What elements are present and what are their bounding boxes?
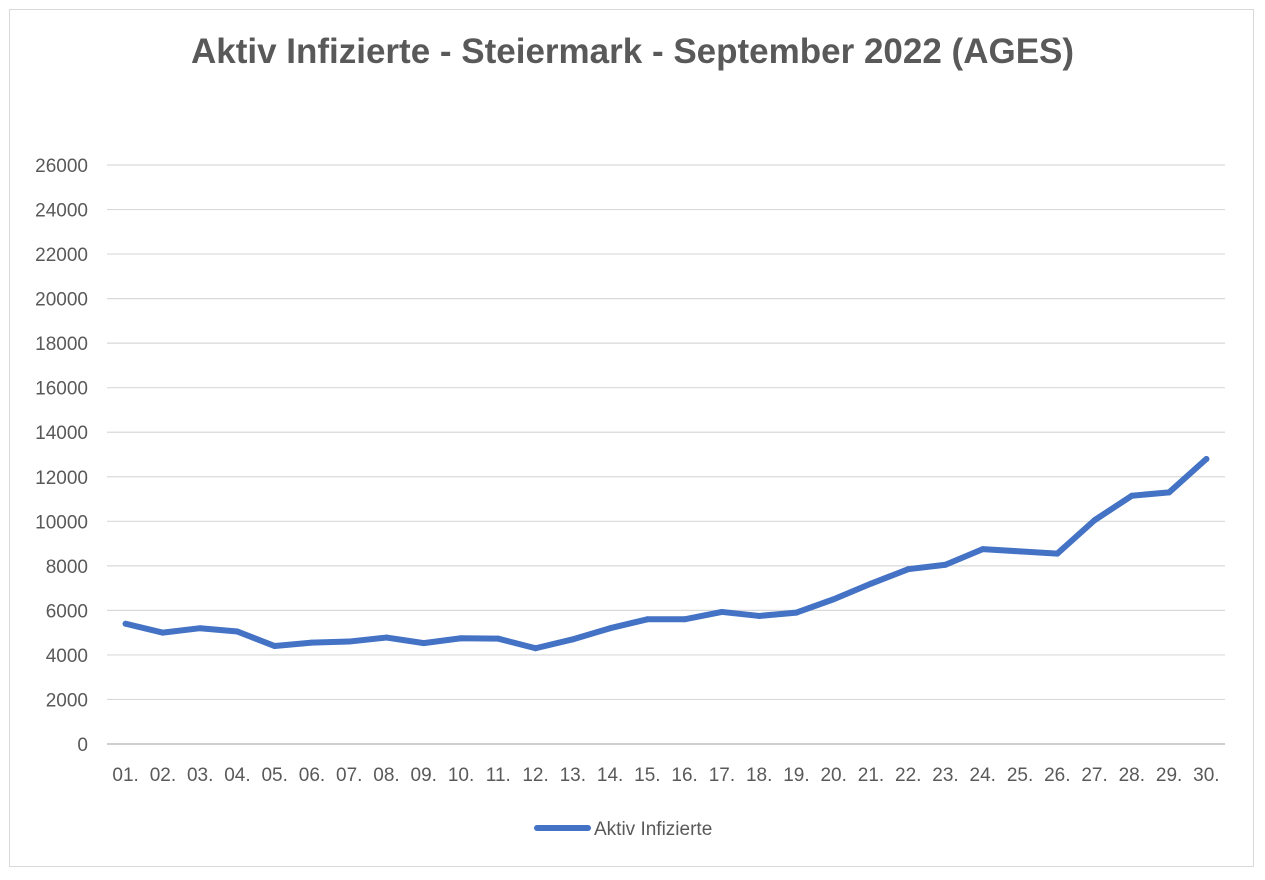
x-tick-label: 16. (671, 765, 697, 786)
data-point (905, 566, 912, 573)
x-tick-label: 10. (448, 765, 474, 786)
y-tick-label: 8000 (46, 557, 88, 578)
y-tick-label: 2000 (46, 690, 88, 711)
y-tick-label: 12000 (35, 468, 88, 489)
data-point (308, 639, 315, 646)
x-tick-label: 22. (895, 765, 921, 786)
x-tick-label: 06. (299, 765, 325, 786)
x-tick-label: 08. (373, 765, 399, 786)
x-tick-label: 18. (746, 765, 772, 786)
data-point (159, 629, 166, 636)
data-point (718, 608, 725, 615)
x-tick-label: 05. (261, 765, 287, 786)
data-point (420, 640, 427, 647)
x-tick-label: 19. (783, 765, 809, 786)
data-point (1017, 548, 1024, 555)
x-tick-label: 03. (187, 765, 213, 786)
x-tick-label: 21. (858, 765, 884, 786)
x-tick-label: 09. (411, 765, 437, 786)
data-point (1203, 455, 1210, 462)
data-point (495, 635, 502, 642)
x-tick-label: 24. (970, 765, 996, 786)
data-point (271, 643, 278, 650)
data-point (234, 628, 241, 635)
series-line (122, 455, 1210, 652)
data-point (979, 546, 986, 553)
data-point (1054, 550, 1061, 557)
x-tick-label: 15. (634, 765, 660, 786)
series-group (122, 455, 1210, 652)
y-tick-label: 6000 (46, 601, 88, 622)
x-tick-label: 29. (1156, 765, 1182, 786)
data-point (644, 616, 651, 623)
y-tick-label: 20000 (35, 290, 88, 311)
y-axis-tick-labels: 0 2000 4000 6000 8000 10000 12000 14000 16000 180… (35, 156, 88, 756)
data-point (383, 634, 390, 641)
x-tick-label: 28. (1119, 765, 1145, 786)
y-tick-label: 22000 (35, 245, 88, 266)
x-tick-label: 13. (560, 765, 586, 786)
x-tick-label: 23. (932, 765, 958, 786)
data-point (1128, 492, 1135, 499)
x-tick-label: 25. (1007, 765, 1033, 786)
x-tick-label: 17. (709, 765, 735, 786)
x-tick-label: 04. (224, 765, 250, 786)
data-point (569, 636, 576, 643)
data-point (1166, 489, 1173, 496)
data-point (346, 638, 353, 645)
data-point (607, 625, 614, 632)
x-tick-label: 26. (1044, 765, 1070, 786)
x-tick-label: 20. (820, 765, 846, 786)
y-tick-label: 14000 (35, 423, 88, 444)
data-point (458, 635, 465, 642)
x-tick-label: 01. (112, 765, 138, 786)
x-tick-label: 11. (486, 765, 511, 786)
data-point (1091, 517, 1098, 524)
data-point (197, 625, 204, 632)
legend-label: Aktiv Infizierte (594, 819, 712, 840)
data-point (793, 609, 800, 616)
data-point (532, 645, 539, 652)
y-tick-label: 18000 (35, 334, 88, 355)
x-tick-label: 07. (336, 765, 362, 786)
x-tick-label: 02. (150, 765, 176, 786)
grid-lines (107, 164, 1225, 745)
data-point (830, 596, 837, 603)
y-tick-label: 0 (77, 735, 88, 756)
x-tick-label: 12. (522, 765, 548, 786)
x-tick-label: 30. (1193, 765, 1219, 786)
y-tick-label: 10000 (35, 512, 88, 533)
chart-title: Aktiv Infizierte - Steiermark - Septembe… (190, 32, 1075, 71)
data-point (942, 561, 949, 568)
data-point (122, 620, 129, 627)
x-axis-tick-labels: 01. 02. 03. 04. 05. 06. 07. 08. 09. 10. 11. 12. 13. 1… (112, 765, 1219, 786)
y-tick-label: 4000 (46, 646, 88, 667)
data-point (756, 612, 763, 619)
y-tick-label: 24000 (35, 201, 88, 222)
y-tick-label: 26000 (35, 156, 88, 177)
x-tick-label: 14. (597, 765, 623, 786)
data-point (681, 616, 688, 623)
data-point (867, 580, 874, 587)
legend: Aktiv Infizierte (534, 819, 712, 840)
y-tick-label: 16000 (35, 379, 88, 400)
chart-frame (9, 9, 1254, 867)
x-tick-label: 27. (1081, 765, 1107, 786)
